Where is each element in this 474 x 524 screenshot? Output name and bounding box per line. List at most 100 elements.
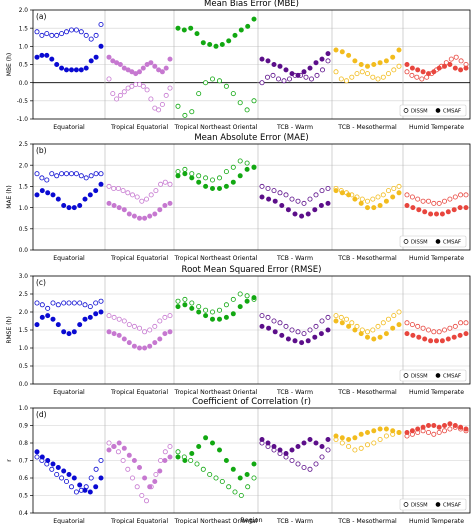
cmsaf-point (126, 340, 132, 346)
cmsaf-point (339, 435, 345, 441)
dissm-point (34, 300, 40, 306)
cmsaf-point (223, 314, 229, 320)
cmsaf-point (312, 207, 318, 213)
cmsaf-point (54, 62, 60, 68)
cmsaf-point (142, 215, 148, 221)
cmsaf-point (352, 435, 358, 441)
y-axis-label: r (6, 459, 13, 462)
dissm-point (223, 302, 229, 308)
dissm-point (73, 171, 79, 177)
cmsaf-point (404, 429, 410, 435)
cmsaf-point (82, 316, 88, 322)
dissm-point (354, 71, 360, 77)
dissm-point (203, 307, 209, 313)
cmsaf-point (445, 209, 451, 215)
cmsaf-point (371, 205, 377, 211)
cmsaf-point (271, 62, 277, 68)
cmsaf-point (111, 443, 117, 449)
cmsaf-point (152, 211, 158, 217)
cmsaf-point (39, 314, 45, 320)
dissm-point (431, 200, 437, 206)
cmsaf-point (265, 440, 271, 446)
dissm-point (216, 175, 222, 181)
dissm-point (73, 27, 79, 33)
dissm-point (270, 72, 276, 78)
dissm-point (167, 85, 173, 91)
dissm-point (375, 194, 381, 200)
cmsaf-point (93, 188, 99, 194)
cmsaf-point (295, 443, 301, 449)
dissm-point (162, 314, 168, 320)
dissm-point (148, 192, 154, 198)
cmsaf-point (383, 426, 389, 432)
dissm-point (289, 327, 295, 333)
dissm-point (380, 192, 386, 198)
cmsaf-point (106, 200, 112, 206)
cmsaf-point (142, 345, 148, 351)
cmsaf-point (55, 464, 61, 470)
dissm-point (364, 198, 370, 204)
y-tick-label: 0.8 (19, 441, 29, 447)
cmsaf-point (209, 316, 215, 322)
cmsaf-point (196, 179, 202, 185)
cmsaf-point (452, 65, 458, 71)
dissm-point (364, 329, 370, 335)
cmsaf-point (441, 63, 447, 69)
y-tick-label: 0.0 (19, 248, 29, 254)
panel-title: Mean Absolute Error (MAE) (194, 133, 308, 143)
dissm-point (295, 329, 301, 335)
cmsaf-point (319, 443, 325, 449)
cmsaf-point (259, 436, 265, 442)
cmsaf-point (162, 331, 168, 337)
cmsaf-point (445, 336, 451, 342)
cmsaf-point (371, 336, 377, 342)
dissm-point (238, 492, 244, 498)
y-tick-label: 2.5 (19, 292, 29, 298)
dissm-point (385, 316, 391, 322)
cmsaf-point (364, 334, 370, 340)
cmsaf-point (299, 340, 305, 346)
dissm-point (265, 185, 271, 191)
dissm-point (129, 475, 135, 481)
cmsaf-point (265, 58, 271, 64)
dissm-point (175, 298, 181, 304)
dissm-point (144, 87, 150, 93)
region-label: TCB - Mesothermal (337, 518, 397, 524)
dissm-point (232, 489, 238, 495)
cmsaf-point (358, 200, 364, 206)
cmsaf-point (299, 213, 305, 219)
dissm-point (69, 171, 75, 177)
dissm-point (431, 431, 437, 437)
dissm-point (301, 200, 307, 206)
dissm-point (230, 296, 236, 302)
dissm-point (251, 475, 257, 481)
cmsaf-point (140, 65, 146, 71)
cmsaf-point (66, 331, 72, 337)
cmsaf-point (415, 426, 421, 432)
cmsaf-point (152, 478, 158, 484)
dissm-point (87, 304, 93, 310)
dissm-point (448, 56, 454, 62)
legend-label-cmsaf: CMSAF (443, 109, 461, 115)
dissm-point (244, 293, 250, 299)
cmsaf-point (441, 422, 447, 428)
dissm-point (314, 72, 320, 78)
cmsaf-point (126, 452, 132, 458)
dissm-point (140, 83, 146, 89)
cmsaf-point (45, 190, 51, 196)
dissm-point (98, 171, 104, 177)
dissm-point (415, 323, 421, 329)
dissm-point (134, 484, 140, 490)
dissm-point (425, 198, 431, 204)
cmsaf-point (45, 313, 51, 319)
dissm-point (346, 443, 352, 449)
cmsaf-point (279, 332, 285, 338)
cmsaf-point (39, 454, 45, 460)
cmsaf-point (439, 211, 445, 217)
cmsaf-point (346, 52, 352, 58)
cmsaf-point (175, 173, 181, 179)
dissm-point (364, 442, 370, 448)
region-label: TCB - Warm (276, 255, 313, 262)
y-tick-label: -0.5 (17, 99, 29, 105)
dissm-point (50, 300, 56, 306)
